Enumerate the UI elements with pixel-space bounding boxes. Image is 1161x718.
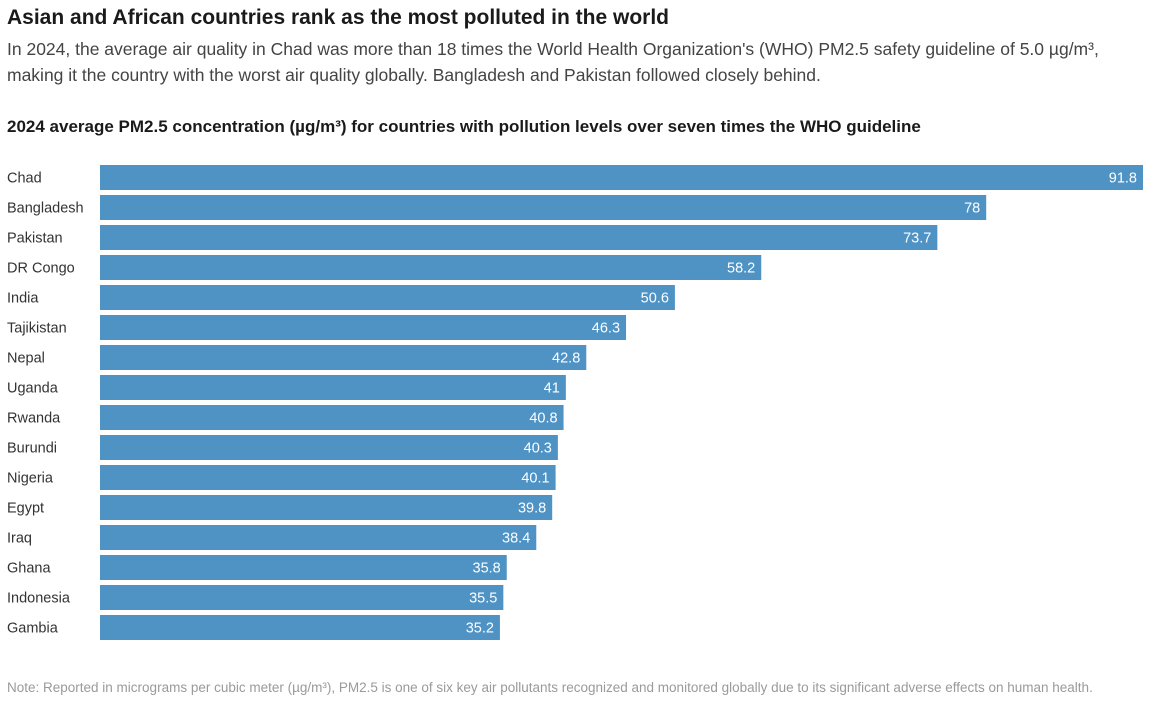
value-label-gambia: 35.2: [466, 621, 494, 637]
category-label-iraq: Iraq: [7, 531, 32, 547]
bar-tajikistan: [100, 315, 627, 340]
bar-row-tajikistan: Tajikistan 46.3: [7, 315, 627, 340]
bar-row-india: India 50.6: [7, 285, 675, 310]
bar-gambia: [100, 615, 500, 640]
value-label-india: 50.6: [641, 291, 669, 307]
bar-indonesia: [100, 585, 504, 610]
chart-title: 2024 average PM2.5 concentration (µg/m³)…: [7, 117, 921, 136]
bar-row-bangladesh: Bangladesh 78: [7, 195, 987, 220]
bar-bangladesh: [100, 195, 987, 220]
bar-chart: Chad 91.8 Bangladesh 78 Pakistan 73.7 DR Congo…: [7, 165, 1143, 640]
category-label-bangladesh: Bangladesh: [7, 201, 84, 217]
category-label-pakistan: Pakistan: [7, 231, 63, 247]
bars-layer: Chad 91.8 Bangladesh 78 Pakistan 73.7 DR Congo…: [7, 165, 1143, 640]
category-label-rwanda: Rwanda: [7, 411, 61, 427]
bar-row-pakistan: Pakistan 73.7: [7, 225, 938, 250]
bar-row-gambia: Gambia 35.2: [7, 615, 500, 640]
value-label-dr-congo: 58.2: [727, 261, 755, 277]
category-label-dr-congo: DR Congo: [7, 261, 75, 277]
bar-nigeria: [100, 465, 556, 490]
value-label-bangladesh: 78: [964, 201, 980, 217]
category-label-ghana: Ghana: [7, 561, 51, 577]
value-label-ghana: 35.8: [473, 561, 501, 577]
category-label-tajikistan: Tajikistan: [7, 321, 67, 337]
category-label-indonesia: Indonesia: [7, 591, 71, 607]
bar-row-nepal: Nepal 42.8: [7, 345, 587, 370]
bar-nepal: [100, 345, 587, 370]
value-label-rwanda: 40.8: [529, 411, 557, 427]
bar-row-ghana: Ghana 35.8: [7, 555, 507, 580]
footnote: Note: Reported in micrograms per cubic m…: [7, 680, 1093, 695]
bar-uganda: [100, 375, 566, 400]
bar-row-nigeria: Nigeria 40.1: [7, 465, 556, 490]
bar-row-burundi: Burundi 40.3: [7, 435, 558, 460]
bar-row-uganda: Uganda 41: [7, 375, 566, 400]
value-label-chad: 91.8: [1109, 171, 1137, 187]
headline: Asian and African countries rank as the …: [7, 6, 669, 29]
bar-burundi: [100, 435, 558, 460]
bar-rwanda: [100, 405, 564, 430]
value-label-tajikistan: 46.3: [592, 321, 620, 337]
dek: In 2024, the average air quality in Chad…: [7, 39, 1099, 85]
bar-iraq: [100, 525, 537, 550]
value-label-nigeria: 40.1: [521, 471, 549, 487]
value-label-iraq: 38.4: [502, 531, 530, 547]
category-label-burundi: Burundi: [7, 441, 57, 457]
value-label-pakistan: 73.7: [903, 231, 931, 247]
bar-chad: [100, 165, 1143, 190]
value-label-egypt: 39.8: [518, 501, 546, 517]
category-label-gambia: Gambia: [7, 621, 59, 637]
category-label-egypt: Egypt: [7, 501, 44, 517]
bar-row-rwanda: Rwanda 40.8: [7, 405, 564, 430]
category-label-nepal: Nepal: [7, 351, 45, 367]
category-label-uganda: Uganda: [7, 381, 59, 397]
bar-row-chad: Chad 91.8: [7, 165, 1143, 190]
value-label-nepal: 42.8: [552, 351, 580, 367]
value-label-uganda: 41: [544, 381, 560, 397]
bar-ghana: [100, 555, 507, 580]
category-label-chad: Chad: [7, 171, 42, 187]
value-label-indonesia: 35.5: [469, 591, 497, 607]
bar-row-iraq: Iraq 38.4: [7, 525, 537, 550]
bar-egypt: [100, 495, 553, 520]
bar-row-egypt: Egypt 39.8: [7, 495, 553, 520]
category-label-india: India: [7, 291, 39, 307]
bar-row-indonesia: Indonesia 35.5: [7, 585, 504, 610]
bar-pakistan: [100, 225, 938, 250]
bar-india: [100, 285, 675, 310]
category-label-nigeria: Nigeria: [7, 471, 54, 487]
bar-dr-congo: [100, 255, 762, 280]
bar-row-dr-congo: DR Congo 58.2: [7, 255, 762, 280]
value-label-burundi: 40.3: [524, 441, 552, 457]
